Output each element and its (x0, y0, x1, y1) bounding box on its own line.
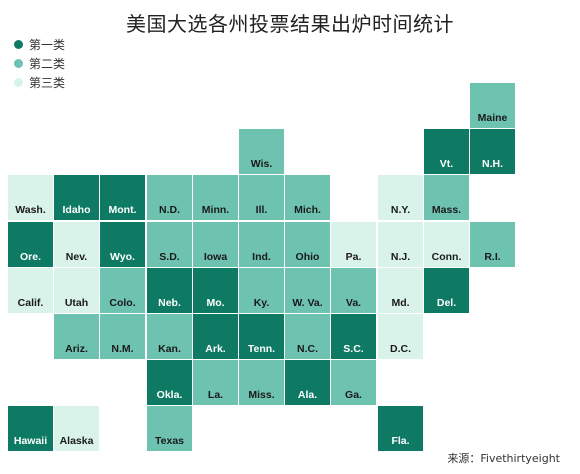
state-tile-ky: Ky. (239, 268, 284, 313)
state-tile-ga: Ga. (331, 360, 376, 405)
state-tile-conn: Conn. (424, 222, 469, 267)
legend-swatch-category-2 (14, 59, 23, 68)
state-tile-utah: Utah (54, 268, 99, 313)
state-tile-s-c: S.C. (331, 314, 376, 359)
state-tile-n-h: N.H. (470, 129, 515, 174)
state-tile-n-c: N.C. (285, 314, 330, 359)
state-tile-n-y: N.Y. (378, 175, 423, 220)
state-tile-miss: Miss. (239, 360, 284, 405)
state-tile-ill: Ill. (239, 175, 284, 220)
state-tile-n-d: N.D. (147, 175, 192, 220)
state-tile-wyo: Wyo. (100, 222, 145, 267)
legend-label-category-2: 第二类 (29, 57, 66, 71)
state-tile-n-m: N.M. (100, 314, 145, 359)
state-tile-mo: Mo. (193, 268, 238, 313)
legend-swatch-category-3 (14, 78, 23, 87)
state-tile-vt: Vt. (424, 129, 469, 174)
state-tile-mich: Mich. (285, 175, 330, 220)
state-tile-md: Md. (378, 268, 423, 313)
state-tile-ala: Ala. (285, 360, 330, 405)
state-tile-nev: Nev. (54, 222, 99, 267)
state-tile-va: Va. (331, 268, 376, 313)
state-tile-maine: Maine (470, 83, 515, 128)
state-tile-pa: Pa. (331, 222, 376, 267)
state-tile-kan: Kan. (147, 314, 192, 359)
state-tile-d-c: D.C. (378, 314, 423, 359)
state-tile-idaho: Idaho (54, 175, 99, 220)
map-title: 美国大选各州投票结果出炉时间统计 (126, 12, 454, 36)
state-tile-texas: Texas (147, 406, 192, 451)
state-tile-ariz: Ariz. (54, 314, 99, 359)
state-tile-minn: Minn. (193, 175, 238, 220)
state-tile-wis: Wis. (239, 129, 284, 174)
state-tile-iowa: Iowa (193, 222, 238, 267)
legend-label-category-3: 第三类 (29, 76, 66, 90)
state-tile-ohio: Ohio (285, 222, 330, 267)
state-tile-tenn: Tenn. (239, 314, 284, 359)
state-tile-okla: Okla. (147, 360, 192, 405)
legend-item-category-3: 第三类 (14, 73, 65, 92)
state-tile-colo: Colo. (100, 268, 145, 313)
state-tile-calif: Calif. (8, 268, 53, 313)
state-tile-fla: Fla. (378, 406, 423, 451)
state-tile-ark: Ark. (193, 314, 238, 359)
legend-label-category-1: 第一类 (29, 38, 66, 52)
state-tile-del: Del. (424, 268, 469, 313)
state-tile-la: La. (193, 360, 238, 405)
state-tile-mont: Mont. (100, 175, 145, 220)
state-tile-alaska: Alaska (54, 406, 99, 451)
state-tile-mass: Mass. (424, 175, 469, 220)
state-tile-neb: Neb. (147, 268, 192, 313)
state-tile-s-d: S.D. (147, 222, 192, 267)
legend: 第一类 第二类 第三类 (14, 35, 65, 92)
state-tile-r-i: R.I. (470, 222, 515, 267)
legend-item-category-2: 第二类 (14, 54, 65, 73)
state-tile-ore: Ore. (8, 222, 53, 267)
state-tile-ind: Ind. (239, 222, 284, 267)
state-tile-hawaii: Hawaii (8, 406, 53, 451)
state-tile-n-j: N.J. (378, 222, 423, 267)
state-tile-w-va: W. Va. (285, 268, 330, 313)
source-note: 来源：Fivethirtyeight (447, 452, 560, 465)
state-tile-wash: Wash. (8, 175, 53, 220)
legend-swatch-category-1 (14, 40, 23, 49)
legend-item-category-1: 第一类 (14, 35, 65, 54)
